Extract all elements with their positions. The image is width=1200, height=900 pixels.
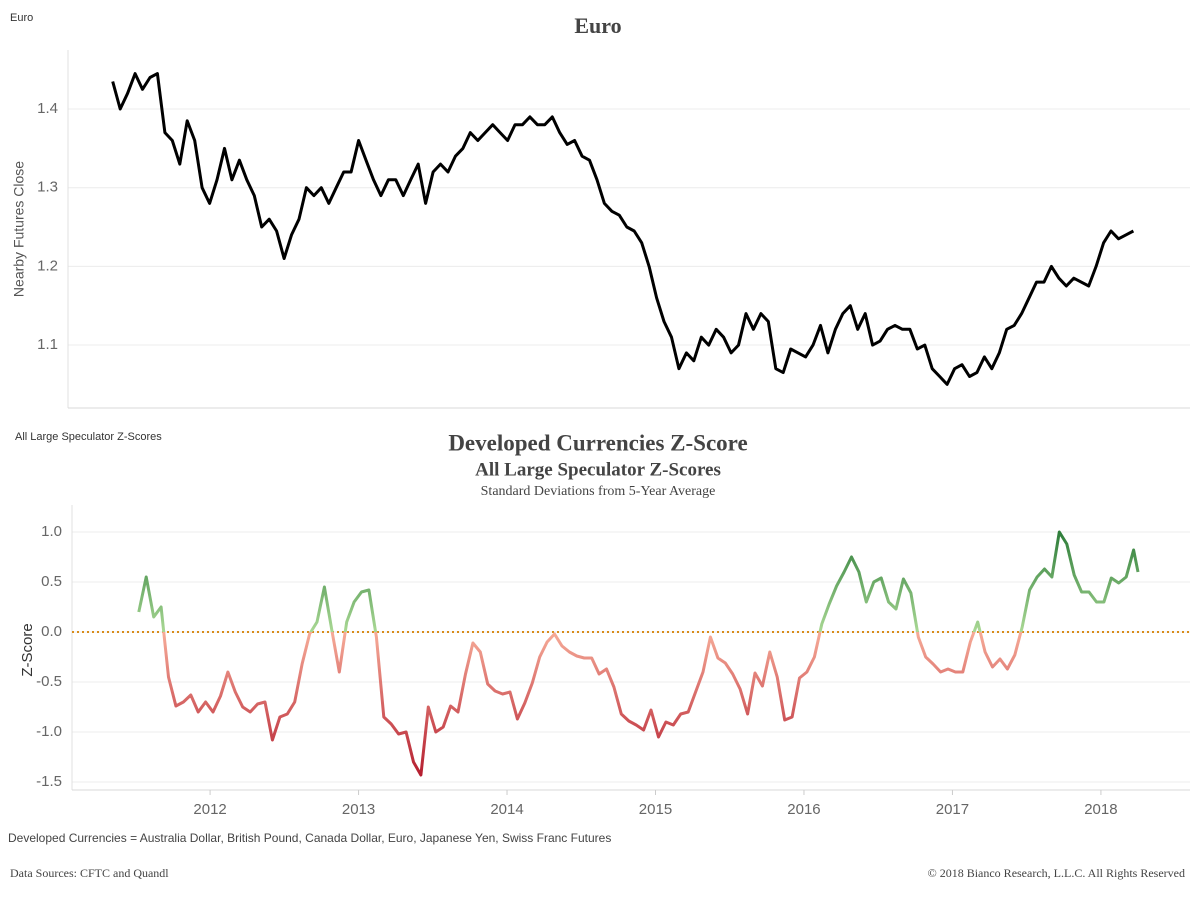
y-tick-label: -1.0 — [36, 723, 62, 740]
chart-title: Developed Currencies Z-Score — [448, 430, 747, 455]
data-line — [111, 72, 1135, 386]
y-axis-label: Nearby Futures Close — [11, 161, 27, 297]
footnote: Developed Currencies = Australia Dollar,… — [8, 831, 611, 845]
y-tick-label: 1.3 — [37, 179, 58, 196]
sheet-label: All Large Speculator Z-Scores — [15, 431, 162, 443]
data-line — [137, 530, 1140, 777]
y-tick-label: 0.5 — [41, 573, 62, 590]
chart-title: Euro — [574, 13, 621, 38]
y-tick-label: 1.1 — [37, 336, 58, 353]
copyright: © 2018 Bianco Research, L.L.C. All Right… — [928, 866, 1185, 880]
y-axis-label: Z-Score — [19, 623, 36, 676]
y-tick-label: -0.5 — [36, 673, 62, 690]
y-tick-label: 1.0 — [41, 523, 62, 540]
chart-subtitle: Standard Deviations from 5-Year Average — [481, 484, 716, 499]
x-tick-label: 2017 — [936, 801, 969, 818]
x-tick-label: 2012 — [193, 801, 226, 818]
sheet-label: Euro — [10, 12, 33, 24]
chart-subtitle: All Large Speculator Z-Scores — [475, 459, 721, 480]
y-tick-label: 1.2 — [37, 257, 58, 274]
y-tick-label: -1.5 — [36, 773, 62, 790]
x-tick-label: 2018 — [1084, 801, 1117, 818]
x-tick-label: 2015 — [639, 801, 672, 818]
y-tick-label: 1.4 — [37, 100, 58, 117]
data-sources: Data Sources: CFTC and Quandl — [10, 866, 169, 880]
y-tick-label: 0.0 — [41, 623, 62, 640]
x-tick-label: 2014 — [490, 801, 523, 818]
x-tick-label: 2016 — [787, 801, 820, 818]
x-tick-label: 2013 — [342, 801, 375, 818]
